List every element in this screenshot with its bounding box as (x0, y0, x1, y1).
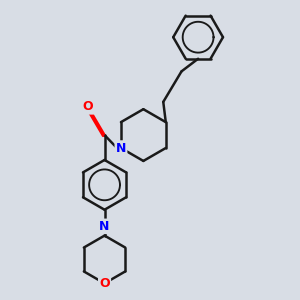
Text: O: O (99, 277, 110, 290)
Text: N: N (116, 142, 126, 154)
Text: N: N (99, 220, 110, 233)
Text: O: O (82, 100, 93, 113)
